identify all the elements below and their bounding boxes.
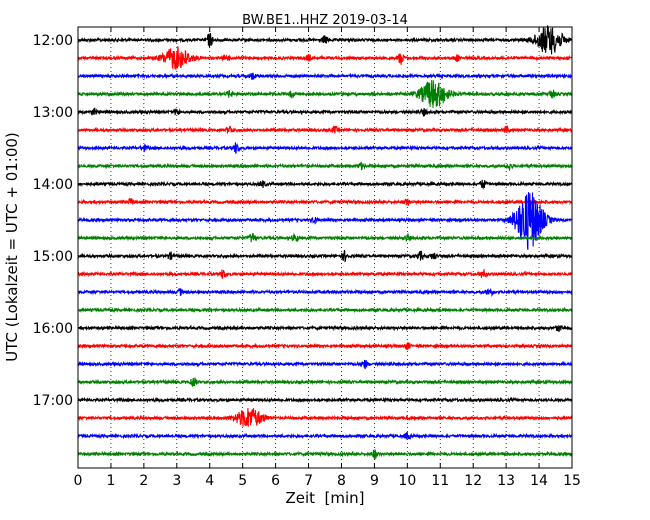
trace-1245	[77, 107, 573, 117]
x-tick-label: 8	[337, 473, 346, 489]
x-tick-label: 0	[74, 473, 83, 489]
y-tick-label: 16:00	[33, 321, 73, 337]
x-tick-label: 3	[172, 473, 181, 489]
grid-lines	[110, 27, 540, 468]
x-tick-label: 2	[139, 473, 148, 489]
x-tick-label: 7	[304, 473, 313, 489]
x-tick-label: 12	[464, 473, 482, 489]
x-tick-label: 10	[398, 473, 416, 489]
trace-1345	[77, 179, 573, 190]
chart-title: BW.BE1..HHZ 2019-03-14	[242, 13, 408, 28]
trace-1230	[77, 80, 573, 108]
trace-1600	[77, 342, 573, 350]
x-tick-label: 14	[530, 473, 548, 489]
x-tick-label: 9	[370, 473, 379, 489]
trace-1300	[77, 125, 573, 134]
y-tick-label: 17:00	[33, 393, 73, 409]
y-axis-label: UTC (Lokalzeit = UTC + 01:00)	[3, 132, 21, 362]
trace-1430	[77, 232, 573, 243]
x-axis: 0 1 2 3 4 5 6 7 8 9 10 11 12 13 14 15	[74, 27, 581, 489]
trace-1445	[77, 250, 573, 263]
x-tick-label: 6	[271, 473, 280, 489]
trace-1615	[77, 359, 573, 370]
trace-1545	[77, 324, 573, 332]
plot-frame	[77, 26, 573, 469]
trace-1400	[77, 198, 573, 206]
trace-1730	[77, 448, 573, 460]
x-tick-label: 11	[431, 473, 449, 489]
y-tick-label: 15:00	[33, 249, 73, 265]
trace-1515	[77, 288, 573, 298]
trace-1215	[77, 72, 573, 80]
trace-1530	[77, 306, 573, 314]
x-axis-label: Zeit [min]	[285, 489, 364, 507]
y-tick-label: 14:00	[33, 177, 73, 193]
trace-1200	[77, 46, 573, 70]
x-tick-label: 13	[497, 473, 515, 489]
traces	[77, 25, 573, 460]
trace-1145	[77, 25, 573, 55]
x-tick-label: 4	[205, 473, 214, 489]
trace-1630	[77, 377, 573, 387]
x-tick-label: 5	[238, 473, 247, 489]
trace-1500	[77, 269, 573, 279]
y-tick-label: 13:00	[33, 105, 73, 121]
y-tick-label: 12:00	[33, 33, 73, 49]
trace-1645	[77, 396, 573, 404]
trace-1715	[77, 431, 573, 440]
y-axis: 12:00 13:00 14:00 15:00 16:00 17:00	[33, 33, 572, 409]
trace-1415	[77, 192, 573, 250]
trace-1330	[77, 161, 573, 172]
x-tick-label: 15	[563, 473, 581, 489]
trace-1700	[77, 407, 573, 427]
x-tick-label: 1	[106, 473, 115, 489]
trace-1315	[77, 142, 573, 154]
